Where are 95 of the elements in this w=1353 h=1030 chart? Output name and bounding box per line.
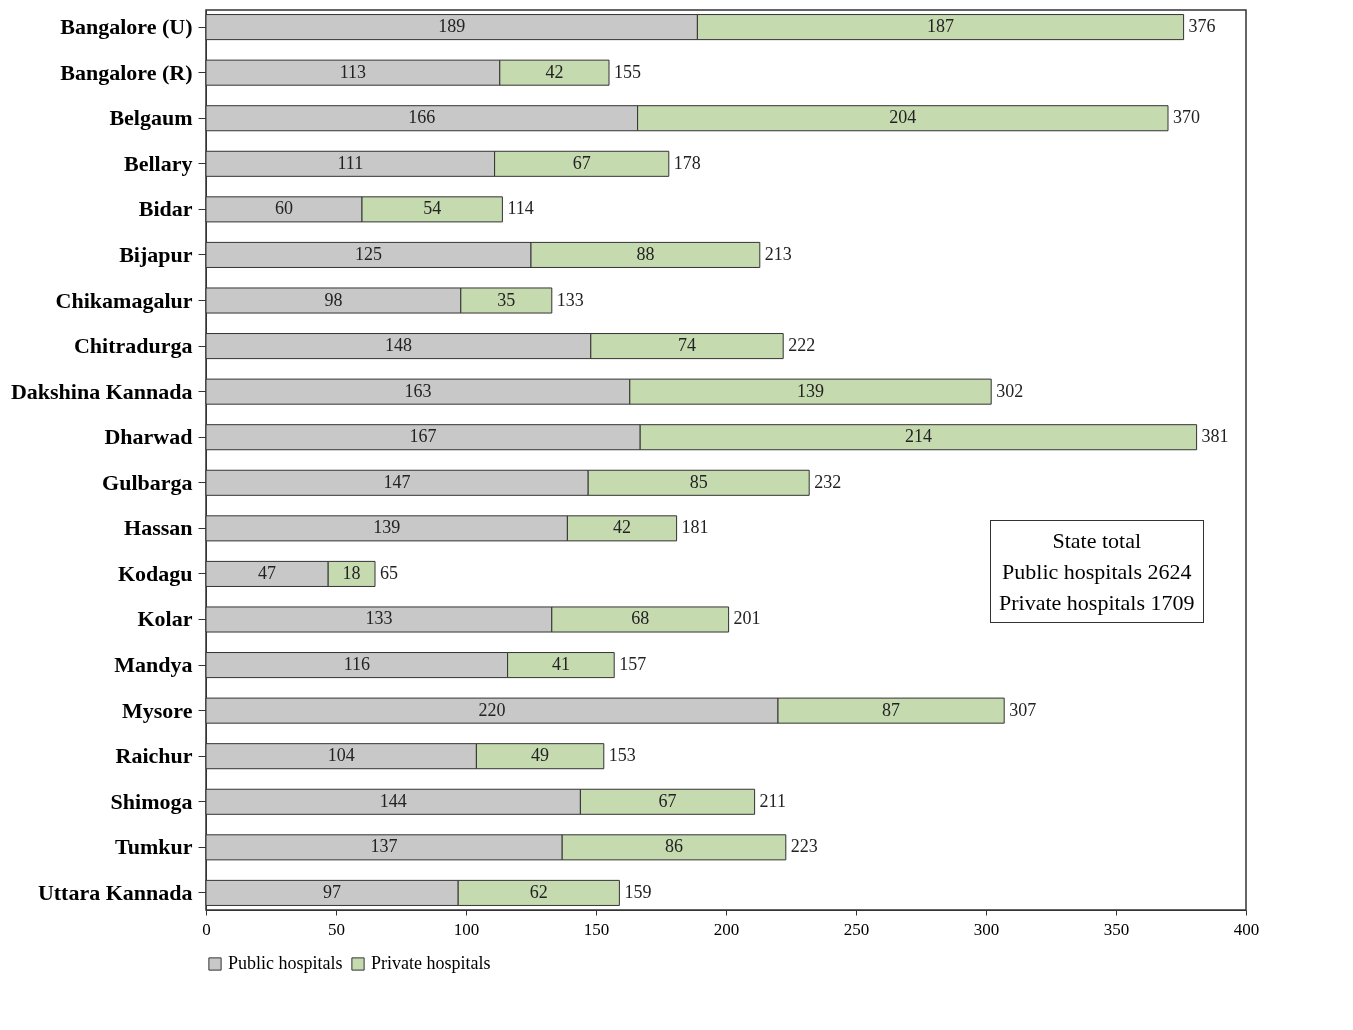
data-label: 35 xyxy=(497,289,516,310)
total-label: 232 xyxy=(814,471,842,492)
total-label: 381 xyxy=(1201,426,1229,447)
data-label: 47 xyxy=(258,562,277,583)
y-tick-label: Bangalore (U) xyxy=(60,14,193,40)
data-label: 62 xyxy=(529,881,548,902)
total-label: 376 xyxy=(1188,16,1216,37)
data-label: 147 xyxy=(383,471,411,492)
data-label: 144 xyxy=(379,790,407,811)
total-label: 157 xyxy=(619,654,647,675)
total-label: 65 xyxy=(380,562,398,583)
data-label: 97 xyxy=(323,881,342,902)
data-label: 204 xyxy=(889,107,917,128)
y-tick-label: Hassan xyxy=(124,515,193,541)
total-label: 213 xyxy=(764,243,792,264)
data-label: 163 xyxy=(404,380,432,401)
y-tick-label: Mysore xyxy=(122,697,193,723)
data-label: 67 xyxy=(572,152,591,173)
data-label: 137 xyxy=(370,836,398,857)
data-label: 125 xyxy=(355,243,382,264)
y-tick-label: Kolar xyxy=(137,606,193,632)
data-label: 98 xyxy=(324,289,343,310)
annotation: Private hospitals 1709 xyxy=(999,589,1195,617)
total-label: 307 xyxy=(1009,699,1037,720)
y-tick-label: Dharwad xyxy=(104,424,193,450)
total-label: 201 xyxy=(733,608,761,629)
note-box: State total Public hospitals 2624 Private hospitals 1709 xyxy=(990,520,1204,623)
data-label: 60 xyxy=(275,198,293,219)
x-tick-label: 300 xyxy=(973,919,1000,939)
total-label: 153 xyxy=(608,745,636,766)
data-label: 54 xyxy=(423,198,442,219)
data-label: 85 xyxy=(689,471,708,492)
x-tick-label: 150 xyxy=(583,919,610,939)
legend-label: Private hospitals xyxy=(371,953,491,973)
x-tick-label: 400 xyxy=(1233,919,1260,939)
total-label: 370 xyxy=(1173,107,1200,128)
total-label: 302 xyxy=(996,380,1024,401)
x-tick-label: 50 xyxy=(328,919,345,939)
total-label: 222 xyxy=(788,335,816,356)
data-label: 88 xyxy=(636,243,655,264)
y-tick-label: Uttara Kannada xyxy=(37,879,193,905)
y-tick-label: Tumkur xyxy=(115,834,193,860)
data-label: 166 xyxy=(408,107,436,128)
data-label: 139 xyxy=(797,380,824,401)
annotation: Public hospitals 2624 xyxy=(1001,558,1193,586)
total-label: 114 xyxy=(507,198,534,219)
data-label: 187 xyxy=(927,16,954,37)
y-tick-label: Gulbarga xyxy=(102,469,193,495)
data-label: 49 xyxy=(531,745,550,766)
data-label: 189 xyxy=(438,16,466,37)
x-tick-label: 200 xyxy=(713,919,740,939)
data-label: 133 xyxy=(365,608,393,629)
data-label: 167 xyxy=(409,426,437,447)
y-tick-label: Bidar xyxy=(138,196,193,222)
y-tick-label: Shimoga xyxy=(110,788,193,814)
y-tick-label: Bellary xyxy=(124,150,193,176)
total-label: 159 xyxy=(624,881,652,902)
y-tick-label: Belgaum xyxy=(109,105,193,131)
y-tick-label: Mandya xyxy=(114,652,193,678)
x-tick-label: 100 xyxy=(453,919,480,939)
data-label: 86 xyxy=(665,836,683,857)
data-label: 74 xyxy=(678,335,696,356)
total-label: 211 xyxy=(759,790,786,811)
y-tick-label: Dakshina Kannada xyxy=(10,378,193,404)
x-tick-label: 350 xyxy=(1103,919,1130,939)
total-label: 178 xyxy=(673,152,701,173)
data-label: 42 xyxy=(545,61,564,82)
y-tick-label: Raichur xyxy=(115,743,193,769)
legend-label: Public hospitals xyxy=(228,953,343,973)
data-label: 220 xyxy=(478,699,506,720)
data-label: 42 xyxy=(613,517,631,538)
data-label: 214 xyxy=(904,426,932,447)
y-tick-label: Chitradurga xyxy=(73,333,193,359)
data-label: 116 xyxy=(343,654,370,675)
total-label: 223 xyxy=(790,836,818,857)
x-tick-label: 250 xyxy=(843,919,870,939)
x-tick-label: 0 xyxy=(202,919,211,939)
data-label: 87 xyxy=(882,699,901,720)
data-label: 111 xyxy=(337,152,364,173)
y-tick-label: Chikamagalur xyxy=(55,287,193,313)
annotation: State total xyxy=(1051,527,1143,555)
data-label: 67 xyxy=(658,790,677,811)
total-label: 155 xyxy=(614,61,641,82)
data-label: 104 xyxy=(327,745,355,766)
data-label: 148 xyxy=(384,335,412,356)
data-label: 41 xyxy=(551,654,570,675)
data-label: 68 xyxy=(631,608,650,629)
y-tick-label: Bangalore (R) xyxy=(60,59,193,85)
total-label: 181 xyxy=(681,517,709,538)
data-label: 113 xyxy=(339,61,367,82)
data-label: 139 xyxy=(373,517,401,538)
y-tick-label: Bijapur xyxy=(119,241,193,267)
total-label: 133 xyxy=(556,289,584,310)
y-tick-label: Kodagu xyxy=(117,560,193,586)
data-label: 18 xyxy=(342,562,361,583)
